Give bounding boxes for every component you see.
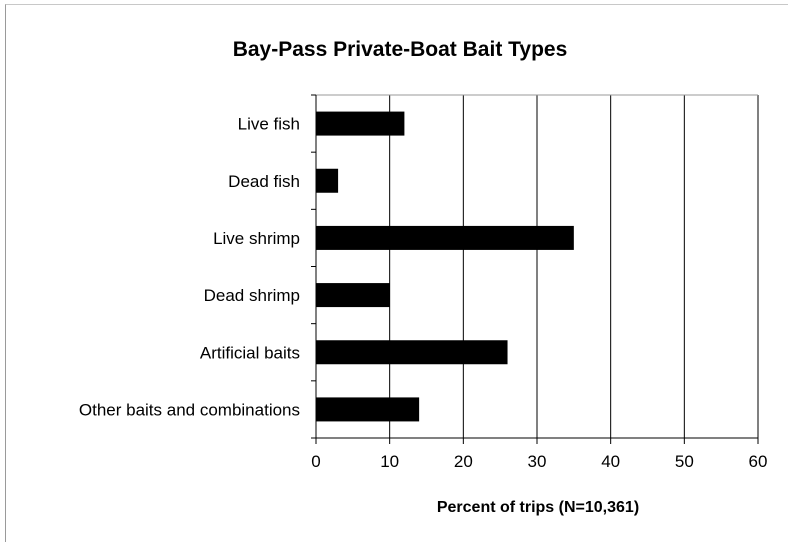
bar xyxy=(316,225,574,250)
axes xyxy=(311,94,759,444)
chart-title: Bay-Pass Private-Boat Bait Types xyxy=(233,38,568,61)
category-label: Dead shrimp xyxy=(204,286,300,305)
bar xyxy=(316,340,508,365)
gridlines xyxy=(389,95,759,438)
bar xyxy=(316,168,339,193)
x-tick-label: 0 xyxy=(311,452,320,471)
x-tick-labels: 0 10 20 30 40 50 60 xyxy=(311,452,767,471)
category-label: Dead fish xyxy=(228,172,300,191)
x-tick-label: 10 xyxy=(380,452,399,471)
category-label: Live shrimp xyxy=(213,229,300,248)
category-label: Artificial baits xyxy=(200,343,300,362)
bar xyxy=(316,111,405,136)
bar xyxy=(316,283,390,308)
x-axis-label: Percent of trips (N=10,361) xyxy=(437,499,639,516)
chart-frame xyxy=(5,4,788,542)
category-label: Other baits and combinations xyxy=(79,400,300,419)
bars xyxy=(316,111,574,422)
x-tick-label: 60 xyxy=(749,452,768,471)
x-tick-label: 30 xyxy=(528,452,547,471)
x-tick-label: 50 xyxy=(675,452,694,471)
category-labels: Live fish Dead fish Live shrimp Dead shrimp… xyxy=(79,115,300,420)
x-tick-label: 40 xyxy=(601,452,620,471)
x-tick-label: 20 xyxy=(454,452,473,471)
bar xyxy=(316,397,420,422)
category-label: Live fish xyxy=(238,115,300,134)
